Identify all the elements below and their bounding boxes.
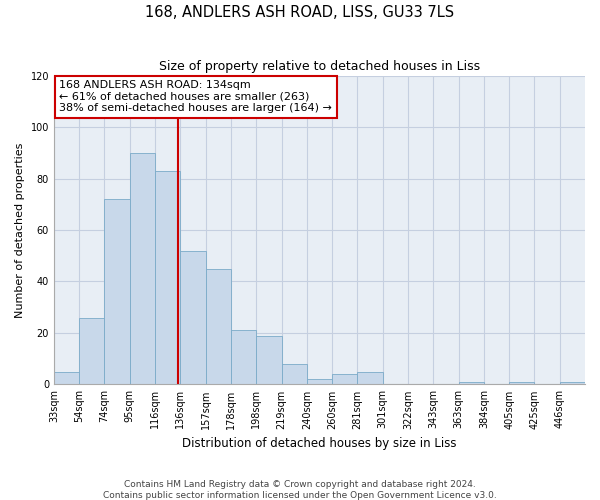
- Bar: [332, 374, 358, 384]
- Bar: [358, 372, 383, 384]
- Bar: [231, 330, 256, 384]
- Bar: [54, 372, 79, 384]
- X-axis label: Distribution of detached houses by size in Liss: Distribution of detached houses by size …: [182, 437, 457, 450]
- Bar: [155, 171, 181, 384]
- Y-axis label: Number of detached properties: Number of detached properties: [15, 142, 25, 318]
- Bar: [560, 382, 585, 384]
- Bar: [104, 199, 130, 384]
- Text: Contains HM Land Registry data © Crown copyright and database right 2024.
Contai: Contains HM Land Registry data © Crown c…: [103, 480, 497, 500]
- Bar: [281, 364, 307, 384]
- Bar: [79, 318, 104, 384]
- Text: 168, ANDLERS ASH ROAD, LISS, GU33 7LS: 168, ANDLERS ASH ROAD, LISS, GU33 7LS: [145, 5, 455, 20]
- Bar: [256, 336, 281, 384]
- Bar: [458, 382, 484, 384]
- Text: 168 ANDLERS ASH ROAD: 134sqm
← 61% of detached houses are smaller (263)
38% of s: 168 ANDLERS ASH ROAD: 134sqm ← 61% of de…: [59, 80, 332, 114]
- Bar: [130, 153, 155, 384]
- Bar: [509, 382, 535, 384]
- Title: Size of property relative to detached houses in Liss: Size of property relative to detached ho…: [159, 60, 480, 73]
- Bar: [307, 380, 332, 384]
- Bar: [206, 268, 231, 384]
- Bar: [181, 250, 206, 384]
